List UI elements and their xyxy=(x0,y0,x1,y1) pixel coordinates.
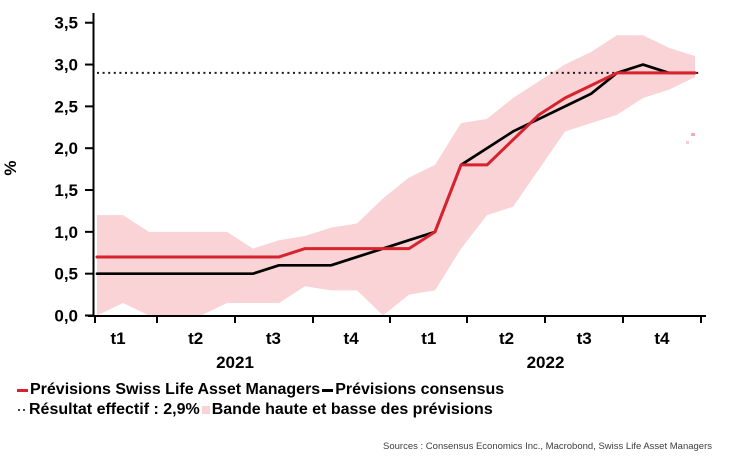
y-tick-label: 2,5 xyxy=(54,97,78,116)
y-tick-label: 0,5 xyxy=(54,265,78,284)
x-quarter-label: t3 xyxy=(266,329,281,348)
legend-item-effective-result: Résultat effectif : 2,9% xyxy=(17,401,200,419)
x-quarter-label: t4 xyxy=(344,329,360,348)
legend-item-consensus: Prévisions consensus xyxy=(322,381,504,399)
y-tick-label: 2,0 xyxy=(54,139,78,158)
y-tick-label: 0,0 xyxy=(54,307,78,326)
swisslife-forecast-line xyxy=(95,71,697,259)
y-tick-label: 1,5 xyxy=(54,181,78,200)
y-axis-unit-label: % xyxy=(1,160,20,175)
legend-row-2: Résultat effectif : 2,9% Bande haute et … xyxy=(17,400,730,420)
red-line-legend-marker xyxy=(17,388,28,392)
black-line-legend-marker xyxy=(322,388,334,392)
legend-label-swisslife: Prévisions Swiss Life Asset Managers xyxy=(30,381,321,398)
x-year-label: 2021 xyxy=(216,353,254,372)
x-year-label: 2022 xyxy=(527,353,565,372)
legend-item-band: Bande haute et basse des prévisions xyxy=(201,401,493,419)
legend-label-effective-result: Résultat effectif : 2,9% xyxy=(29,401,200,418)
forecast-band-area xyxy=(97,35,695,316)
source-attribution: Sources : Consensus Economics Inc., Macr… xyxy=(383,441,712,452)
x-quarter-label: t3 xyxy=(577,329,592,348)
legend-label-band: Bande haute et basse des prévisions xyxy=(211,401,493,418)
x-quarter-label: t4 xyxy=(654,329,670,348)
legend-label-consensus: Prévisions consensus xyxy=(335,381,505,398)
x-quarter-label: t1 xyxy=(421,329,436,348)
forecast-chart: 0,0 0,5 1,0 1,5 2,0 2,5 3,0 3,5 t1 t2 t3 t4 t1 t2 t3 t4… xyxy=(1,13,706,372)
pink-speck xyxy=(686,141,689,144)
pink-speck xyxy=(691,133,695,136)
x-quarter-label: t2 xyxy=(499,329,514,348)
y-tick-label: 1,0 xyxy=(54,223,78,242)
x-quarter-label: t1 xyxy=(110,329,125,348)
y-tick-label: 3,5 xyxy=(54,14,78,33)
x-quarter-label: t2 xyxy=(188,329,203,348)
band-legend-marker xyxy=(201,406,210,414)
dotted-line-legend-marker xyxy=(17,408,27,412)
chart-legend: Prévisions Swiss Life Asset Managers Pré… xyxy=(0,380,730,420)
line-chart-canvas: 0,0 0,5 1,0 1,5 2,0 2,5 3,0 3,5 t1 t2 t3 t4 t1 t2 t3 t4… xyxy=(1,13,706,372)
y-tick-label: 3,0 xyxy=(54,56,78,75)
legend-row-1: Prévisions Swiss Life Asset Managers Pré… xyxy=(17,380,730,400)
legend-item-swisslife: Prévisions Swiss Life Asset Managers xyxy=(17,381,320,399)
consensus-forecast-line xyxy=(95,63,697,276)
